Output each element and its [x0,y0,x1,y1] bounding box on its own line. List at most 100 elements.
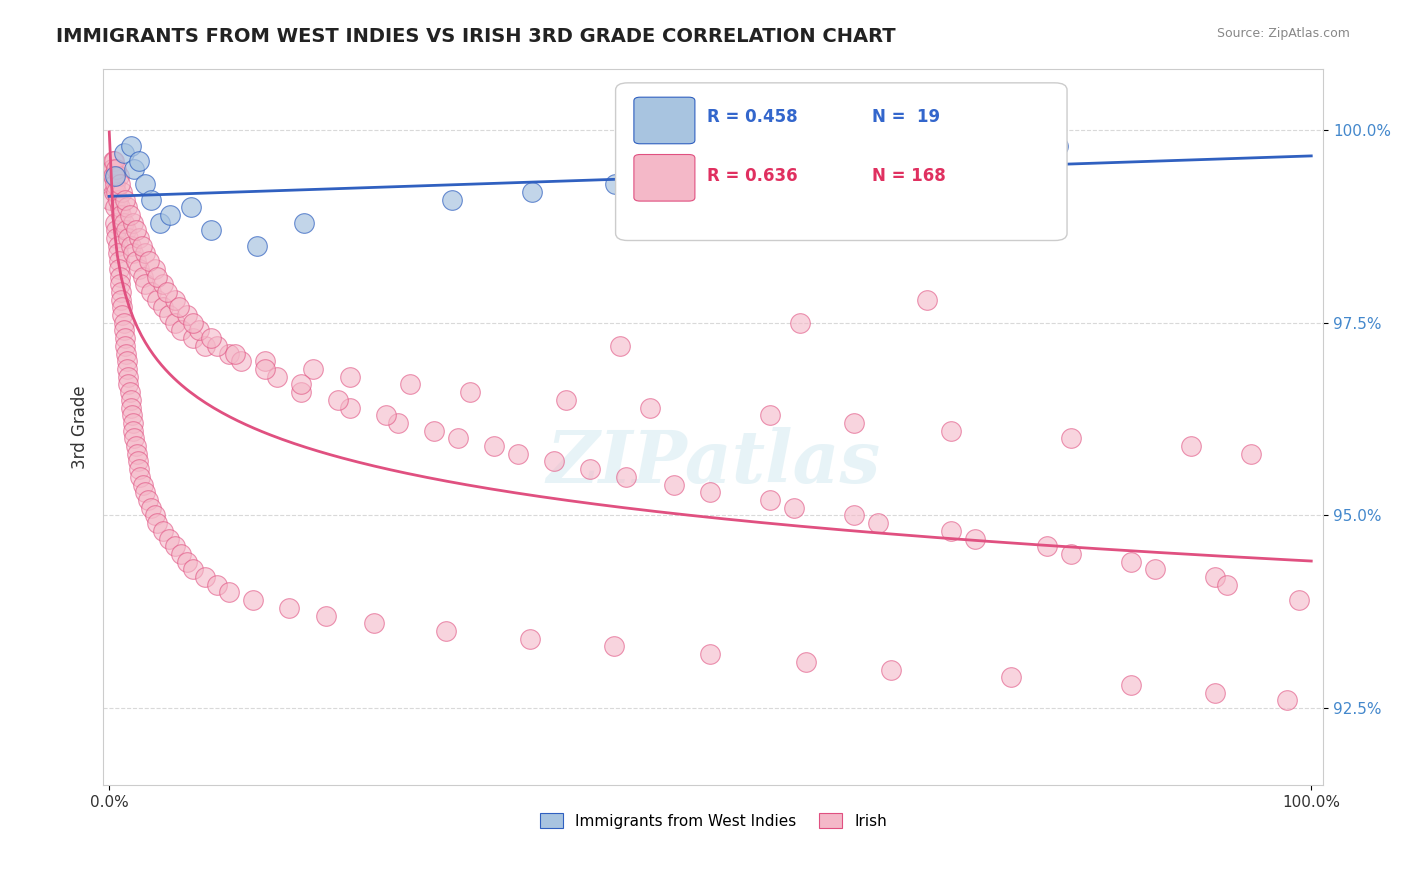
Point [374,409,396,423]
Point [105,161,128,176]
Text: R = 0.636: R = 0.636 [707,167,797,185]
Point [326,392,349,407]
Point [141,500,163,515]
Point [482,439,505,453]
Point [107,169,129,184]
Point [165,316,187,330]
Point [107,261,129,276]
Point [112,324,135,338]
Point [128,261,150,276]
Point [101,161,124,176]
Point [1277,693,1299,707]
Point [292,216,315,230]
Point [1060,547,1083,561]
FancyBboxPatch shape [616,83,1067,241]
FancyBboxPatch shape [634,97,695,144]
Point [134,246,156,260]
Point [181,316,204,330]
Point [825,153,848,168]
Point [107,193,129,207]
Point [120,138,142,153]
Point [447,431,470,445]
Point [103,169,125,184]
Point [100,161,122,176]
Point [699,647,721,661]
Point [555,392,578,407]
Point [124,223,146,237]
Point [181,331,204,345]
Point [1046,138,1069,153]
Point [103,185,125,199]
Point [278,600,301,615]
Point [603,640,626,654]
Point [156,285,179,299]
Point [246,238,269,252]
Point [117,231,139,245]
Point [1036,539,1059,553]
Point [138,254,160,268]
Point [609,339,631,353]
Point [254,362,277,376]
Point [266,369,288,384]
Point [157,308,180,322]
Point [107,238,129,252]
Point [363,616,385,631]
Point [218,346,240,360]
FancyBboxPatch shape [634,154,695,201]
Point [112,146,135,161]
Point [522,185,544,199]
Point [143,261,166,276]
Point [231,354,253,368]
Point [506,447,529,461]
Point [398,377,420,392]
Point [579,462,602,476]
Point [117,377,139,392]
Point [134,177,156,191]
Point [117,369,139,384]
Point [422,424,444,438]
Point [122,424,145,438]
Point [146,516,169,530]
Point [128,153,150,168]
Point [124,439,146,453]
Point [118,208,141,222]
Point [152,301,174,315]
Point [104,200,127,214]
Point [662,477,685,491]
Point [103,153,125,168]
Y-axis label: 3rd Grade: 3rd Grade [72,385,89,468]
Point [699,485,721,500]
Point [200,223,222,237]
Point [200,331,222,345]
Point [218,585,240,599]
Point [141,193,163,207]
Point [1143,562,1166,576]
Point [167,301,190,315]
Text: ZIPatlas: ZIPatlas [546,427,880,498]
Point [224,346,246,360]
Point [1119,678,1142,692]
Point [129,470,152,484]
Point [759,493,782,508]
Point [1119,555,1142,569]
Point [128,462,150,476]
Point [188,324,211,338]
Point [1180,439,1202,453]
Point [387,416,409,430]
Point [111,185,134,199]
Point [440,193,463,207]
Point [868,516,890,530]
Point [114,193,136,207]
Point [114,331,136,345]
Point [242,593,264,607]
Point [101,153,124,168]
Point [844,508,866,523]
Point [122,416,145,430]
Point [1204,570,1226,584]
Point [111,308,134,322]
Text: Source: ZipAtlas.com: Source: ZipAtlas.com [1216,27,1350,40]
Point [789,316,811,330]
Point [111,301,134,315]
Point [98,193,121,207]
Point [141,285,163,299]
